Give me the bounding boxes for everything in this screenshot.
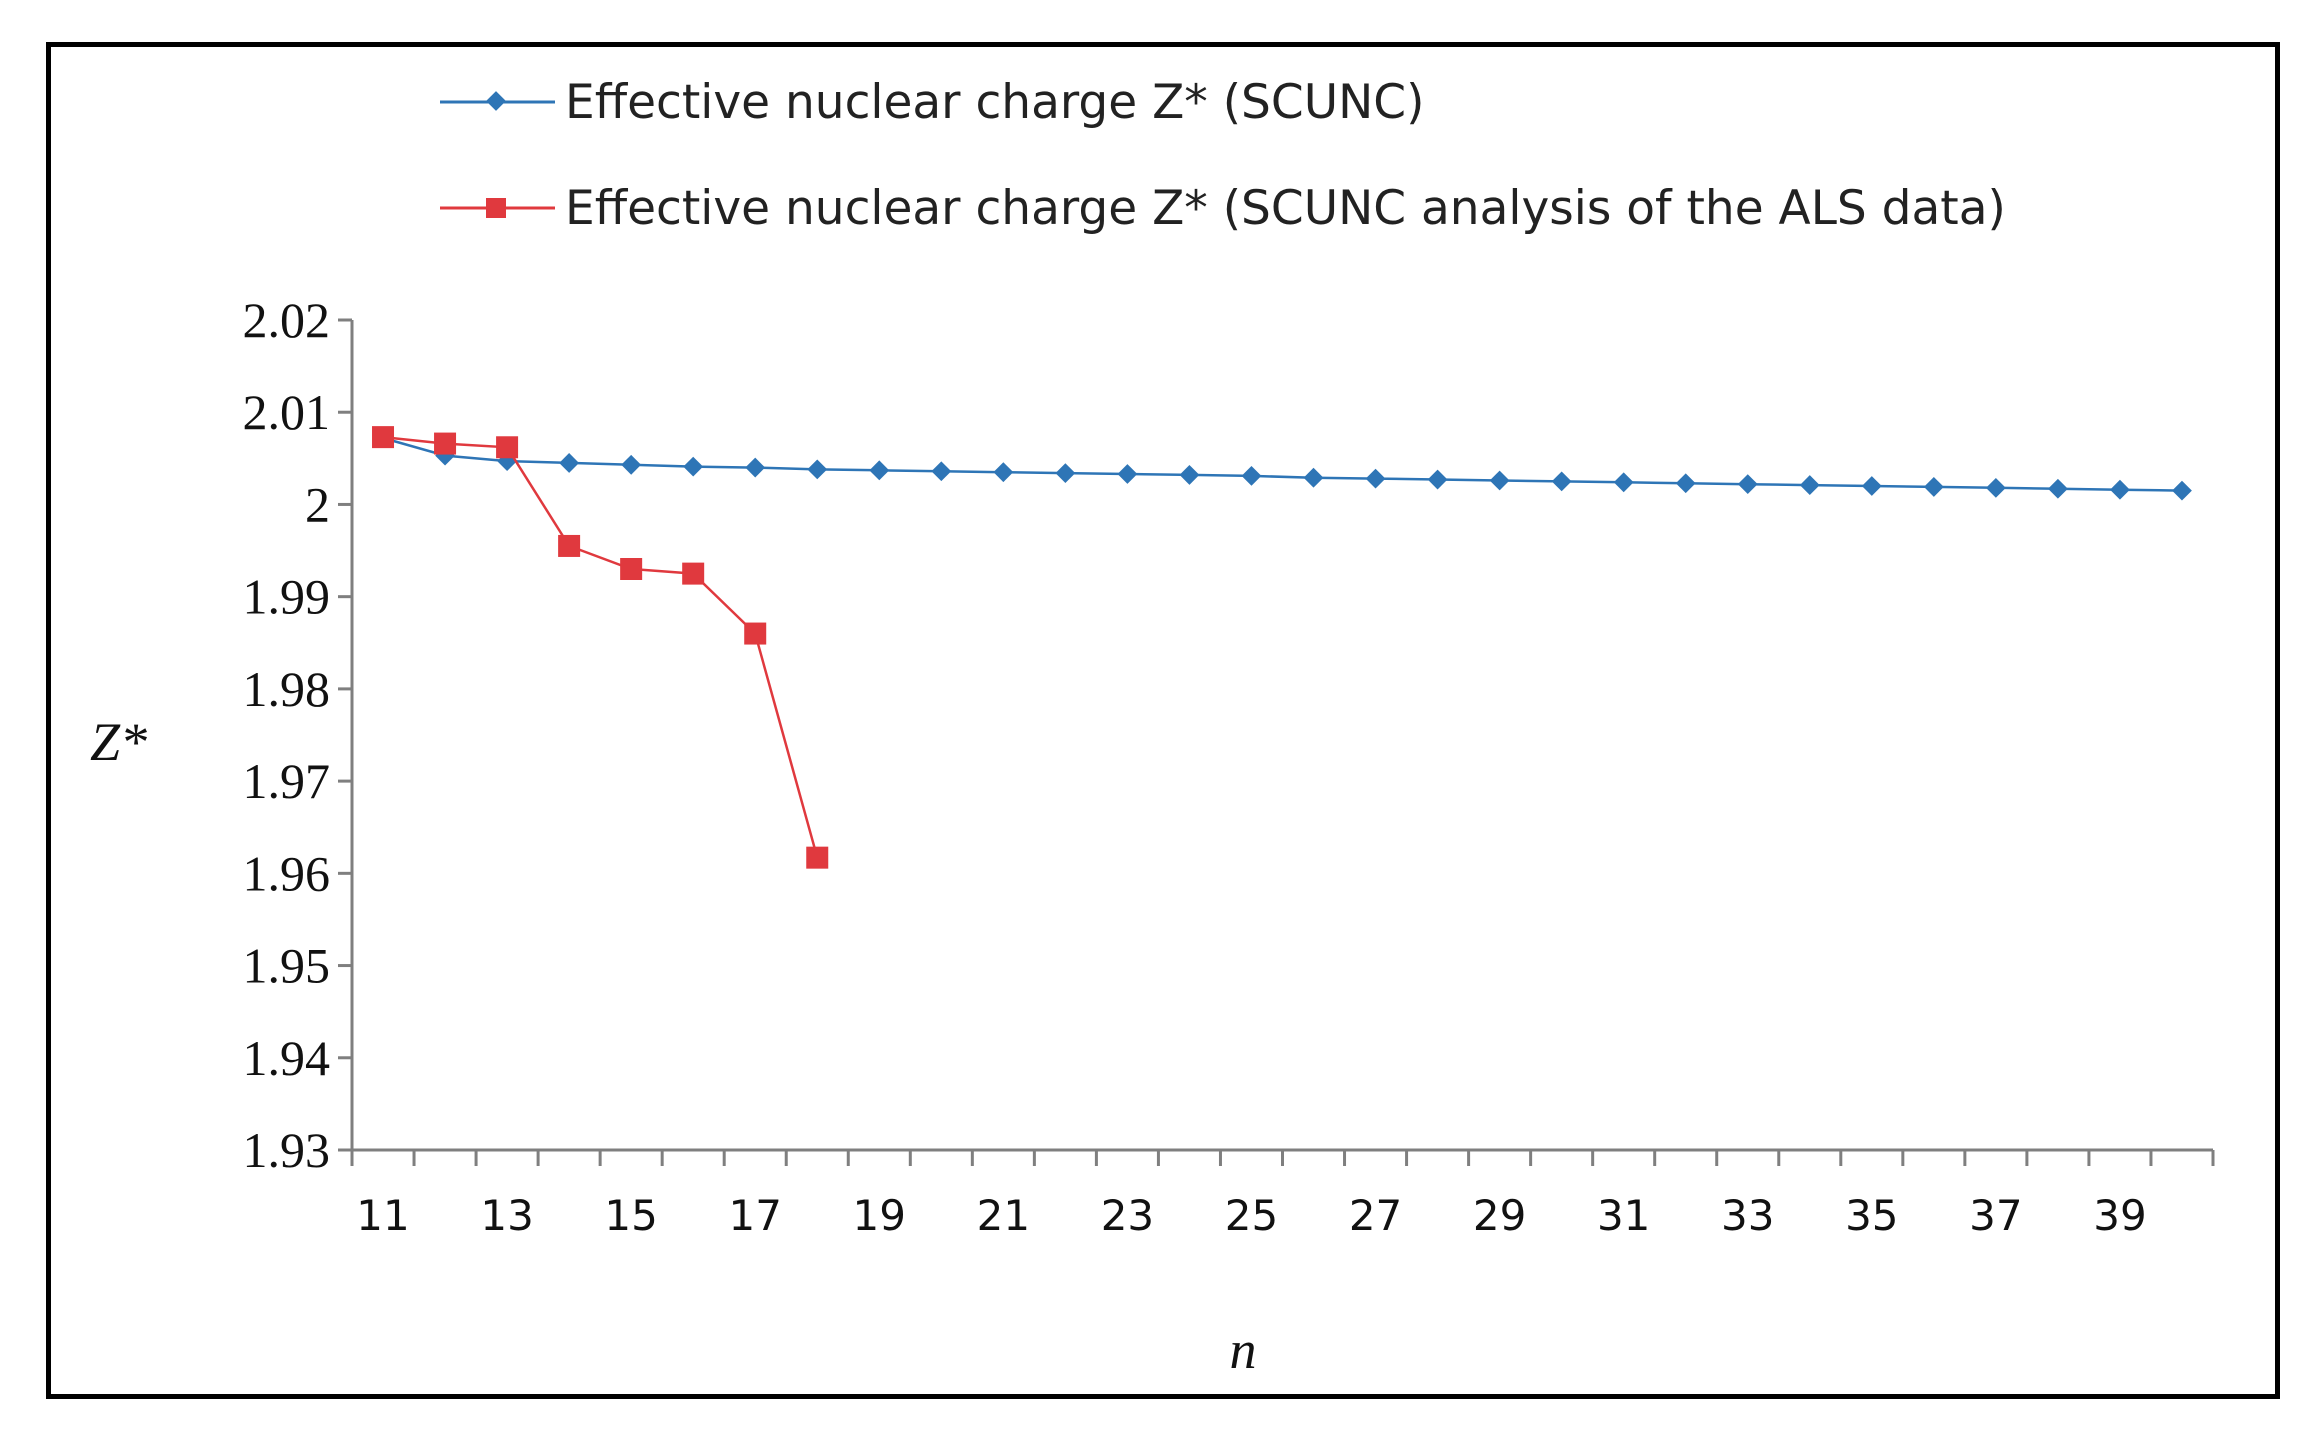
data-point-diamond (1241, 465, 1262, 486)
y-tick-label: 1.97 (243, 753, 331, 809)
data-point-diamond (1613, 472, 1634, 493)
data-point-diamond (2172, 480, 2192, 501)
data-point-diamond (807, 459, 828, 480)
data-point-diamond (1303, 467, 1324, 488)
y-tick-label: 2 (305, 476, 330, 532)
data-point-diamond (2110, 479, 2130, 500)
axes (350, 320, 2213, 1152)
chart-frame (46, 42, 2280, 1399)
data-point-square (682, 562, 705, 585)
y-tick-label: 1.98 (243, 661, 331, 717)
legend-diamond-marker (486, 91, 506, 111)
y-tick-label: 1.96 (243, 845, 331, 901)
series-line (382, 436, 2183, 492)
legend-square-marker (486, 198, 506, 218)
data-point-square (744, 622, 767, 645)
x-axis-ticks: 11 13 15 17 19 21 23 25 27 29 31 33 35 37 39 (350, 1150, 2215, 1240)
data-point-diamond (1117, 464, 1138, 484)
data-point-diamond (1427, 469, 1448, 490)
x-tick-label: 11 (356, 1191, 409, 1240)
data-point-diamond (2048, 478, 2068, 499)
y-axis-ticks: 2.02 2.01 2 1.99 1.98 1.97 1.96 1.95 1.94 1.93 (243, 292, 352, 1178)
data-point-square (434, 432, 457, 455)
x-tick-label: 39 (2093, 1191, 2146, 1240)
x-tick-label: 25 (1225, 1191, 1278, 1240)
data-point-diamond (683, 456, 704, 477)
x-tick-label: 33 (1721, 1191, 1774, 1240)
legend-label-als: Effective nuclear charge Z* (SCUNC analy… (565, 181, 2006, 236)
y-tick-label: 2.01 (243, 384, 331, 440)
series-1 (372, 426, 829, 869)
data-point-diamond (1179, 465, 1200, 485)
y-tick-label: 1.94 (243, 1030, 331, 1086)
x-tick-label: 17 (728, 1191, 781, 1240)
x-tick-label: 27 (1349, 1191, 1402, 1240)
data-point-diamond (745, 457, 766, 478)
y-tick-label: 1.93 (243, 1122, 331, 1178)
data-point-diamond (1551, 471, 1572, 492)
x-tick-label: 37 (1969, 1191, 2022, 1240)
x-axis-title: n (1230, 1320, 1257, 1380)
x-tick-label: 15 (604, 1191, 657, 1240)
data-point-diamond (1055, 463, 1076, 483)
y-tick-label: 2.02 (243, 292, 331, 348)
data-point-diamond (869, 460, 890, 481)
data-point-diamond (993, 462, 1014, 483)
series-layer (372, 426, 2192, 869)
legend-entry-scunc: Effective nuclear charge Z* (SCUNC) (440, 75, 1424, 130)
y-tick-label: 1.99 (243, 569, 331, 625)
y-axis-title: Z* (90, 712, 147, 772)
x-tick-label: 35 (1845, 1191, 1898, 1240)
data-point-diamond (559, 453, 580, 473)
data-point-diamond (1675, 473, 1696, 494)
data-point-diamond (1799, 475, 1820, 495)
data-point-square (496, 436, 519, 459)
data-point-diamond (1365, 468, 1386, 489)
x-tick-label: 29 (1473, 1191, 1526, 1240)
x-tick-label: 13 (480, 1191, 533, 1240)
x-tick-label: 21 (977, 1191, 1030, 1240)
series-0 (373, 428, 2192, 501)
x-tick-label: 31 (1597, 1191, 1650, 1240)
data-point-square (372, 426, 395, 449)
data-point-square (558, 534, 581, 557)
y-tick-label: 1.95 (243, 938, 331, 994)
data-point-square (806, 846, 829, 869)
data-point-diamond (1737, 474, 1758, 495)
data-point-diamond (621, 454, 642, 475)
legend-label-scunc: Effective nuclear charge Z* (SCUNC) (565, 75, 1424, 130)
series-line (382, 435, 819, 859)
legend: Effective nuclear charge Z* (SCUNC) Effe… (440, 75, 2006, 236)
data-point-diamond (1923, 477, 1944, 497)
legend-entry-als: Effective nuclear charge Z* (SCUNC analy… (440, 181, 2006, 236)
data-point-square (620, 558, 643, 580)
data-point-diamond (1861, 476, 1882, 496)
x-tick-label: 19 (853, 1191, 906, 1240)
data-point-diamond (931, 461, 952, 482)
data-point-diamond (1489, 470, 1510, 491)
x-tick-label: 23 (1101, 1191, 1154, 1240)
data-point-diamond (1985, 477, 2006, 498)
